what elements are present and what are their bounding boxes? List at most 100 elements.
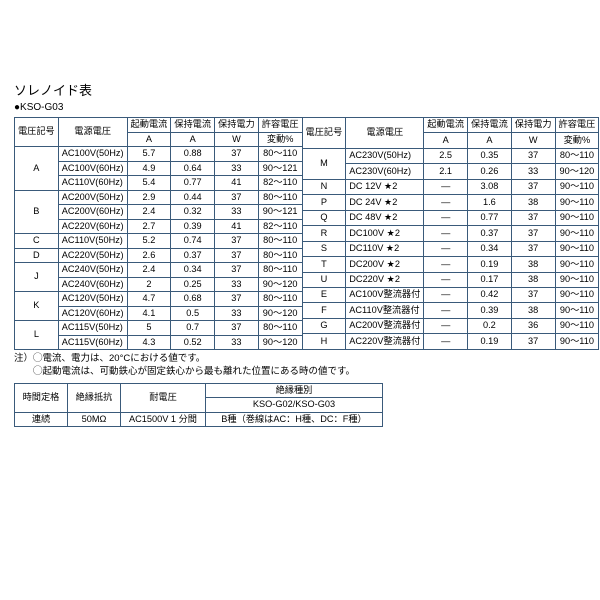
col-tolerance: 許容電圧 bbox=[258, 118, 302, 133]
voltage-code-cell: U bbox=[302, 272, 346, 287]
table-row: SDC110V ★2—0.343790～110 bbox=[302, 241, 599, 256]
hold-current-cell: 0.74 bbox=[171, 234, 215, 249]
supply-voltage-cell: AC120V(50Hz) bbox=[58, 292, 127, 307]
hold-current-cell: 0.42 bbox=[468, 287, 512, 302]
start-current-cell: — bbox=[424, 257, 468, 272]
tolerance-cell: 90～110 bbox=[555, 195, 599, 210]
voltage-code-cell: N bbox=[302, 179, 346, 194]
supply-voltage-cell: AC230V(60Hz) bbox=[346, 164, 424, 179]
hold-current-cell: 0.17 bbox=[468, 272, 512, 287]
table-row: GAC200V整流器付—0.23690～110 bbox=[302, 318, 599, 333]
start-current-cell: 5.7 bbox=[127, 147, 171, 162]
tolerance-cell: 80～110 bbox=[258, 321, 302, 336]
hold-current-cell: 3.08 bbox=[468, 179, 512, 194]
hold-power-cell: 38 bbox=[511, 257, 555, 272]
tolerance-cell: 90～121 bbox=[258, 205, 302, 220]
note-line-2: ◯起動電流は、可動鉄心が固定鉄心から最も離れた位置にある時の値です。 bbox=[14, 366, 586, 379]
supply-voltage-cell: AC100V(50Hz) bbox=[58, 147, 127, 162]
start-current-cell: — bbox=[424, 287, 468, 302]
hold-power-cell: 37 bbox=[215, 263, 259, 278]
unit-w: W bbox=[215, 132, 259, 147]
start-current-cell: 2.9 bbox=[127, 190, 171, 205]
hold-current-cell: 0.68 bbox=[171, 292, 215, 307]
tolerance-cell: 90～110 bbox=[555, 241, 599, 256]
tolerance-cell: 90～110 bbox=[555, 334, 599, 350]
col-voltage-code: 電圧記号 bbox=[15, 118, 59, 147]
col-hold-current: 保持電流 bbox=[171, 118, 215, 133]
start-current-cell: 2.1 bbox=[424, 164, 468, 179]
supply-voltage-cell: AC220V(50Hz) bbox=[58, 248, 127, 263]
table-row: HAC220V整流器付—0.193790～110 bbox=[302, 334, 599, 350]
voltage-code-cell: L bbox=[15, 321, 59, 350]
hold-power-cell: 37 bbox=[215, 321, 259, 336]
table-row: FAC110V整流器付—0.393890～110 bbox=[302, 303, 599, 318]
hold-current-cell: 0.32 bbox=[171, 205, 215, 220]
hold-current-cell: 0.44 bbox=[171, 190, 215, 205]
supply-voltage-cell: AC115V(50Hz) bbox=[58, 321, 127, 336]
table-row: EAC100V整流器付—0.423790～110 bbox=[302, 287, 599, 302]
hold-power-cell: 33 bbox=[215, 161, 259, 176]
t2-val-withstand: AC1500V 1 分間 bbox=[121, 412, 206, 427]
hold-current-cell: 0.7 bbox=[171, 321, 215, 336]
hold-current-cell: 0.52 bbox=[171, 335, 215, 350]
solenoid-table-right: 電圧記号 電源電圧 起動電流 保持電流 保持電力 許容電圧 A A W 変動% … bbox=[302, 117, 600, 350]
col-start-current: 起動電流 bbox=[127, 118, 171, 133]
voltage-code-cell: A bbox=[15, 147, 59, 191]
hold-power-cell: 37 bbox=[511, 210, 555, 225]
start-current-cell: 2 bbox=[127, 277, 171, 292]
t2-model: KSO-G02/KSO-G03 bbox=[206, 398, 383, 413]
table-row: MAC230V(50Hz)2.50.353780～110 bbox=[302, 148, 599, 163]
table-row: AC240V(60Hz)20.253390～120 bbox=[15, 277, 303, 292]
voltage-code-cell: C bbox=[15, 234, 59, 249]
voltage-code-cell: Q bbox=[302, 210, 346, 225]
supply-voltage-cell: AC120V(60Hz) bbox=[58, 306, 127, 321]
hold-current-cell: 0.88 bbox=[171, 147, 215, 162]
start-current-cell: 2.7 bbox=[127, 219, 171, 234]
table-row: PDC 24V ★2—1.63890～110 bbox=[302, 195, 599, 210]
start-current-cell: 2.6 bbox=[127, 248, 171, 263]
main-tables: 電圧記号 電源電圧 起動電流 保持電流 保持電力 許容電圧 A A W 変動% … bbox=[14, 117, 586, 350]
t2-val-class: B種（巻線はAC：H種、DC：F種） bbox=[206, 412, 383, 427]
tolerance-cell: 90～110 bbox=[555, 179, 599, 194]
tolerance-cell: 90～110 bbox=[555, 257, 599, 272]
voltage-code-cell: R bbox=[302, 226, 346, 241]
t2-insul-class: 絶縁種別 bbox=[206, 383, 383, 398]
voltage-code-cell: T bbox=[302, 257, 346, 272]
hold-power-cell: 33 bbox=[215, 335, 259, 350]
table-row: LAC115V(50Hz)50.73780～110 bbox=[15, 321, 303, 336]
table-row: KAC120V(50Hz)4.70.683780～110 bbox=[15, 292, 303, 307]
hold-power-cell: 37 bbox=[511, 148, 555, 163]
table-row: AC230V(60Hz)2.10.263390～120 bbox=[302, 164, 599, 179]
start-current-cell: 5.2 bbox=[127, 234, 171, 249]
supply-voltage-cell: AC100V(60Hz) bbox=[58, 161, 127, 176]
table-row: 連続 50MΩ AC1500V 1 分間 B種（巻線はAC：H種、DC：F種） bbox=[15, 412, 383, 427]
col-supply-voltage: 電源電圧 bbox=[58, 118, 127, 147]
table-row: AC120V(60Hz)4.10.53390～120 bbox=[15, 306, 303, 321]
table-row: AC110V(60Hz)5.40.774182～110 bbox=[15, 176, 303, 191]
voltage-code-cell: G bbox=[302, 318, 346, 333]
col-hold-power: 保持電力 bbox=[215, 118, 259, 133]
table-row: AC115V(60Hz)4.30.523390～120 bbox=[15, 335, 303, 350]
table-row: NDC 12V ★2—3.083790～110 bbox=[302, 179, 599, 194]
start-current-cell: 5 bbox=[127, 321, 171, 336]
table-row: QDC 48V ★2—0.773790～110 bbox=[302, 210, 599, 225]
hold-power-cell: 37 bbox=[511, 179, 555, 194]
table-row: UDC220V ★2—0.173890～110 bbox=[302, 272, 599, 287]
hold-power-cell: 37 bbox=[511, 334, 555, 350]
hold-current-cell: 0.34 bbox=[171, 263, 215, 278]
hold-current-cell: 0.35 bbox=[468, 148, 512, 163]
hold-power-cell: 37 bbox=[215, 234, 259, 249]
tolerance-cell: 90～110 bbox=[555, 318, 599, 333]
hold-power-cell: 38 bbox=[511, 303, 555, 318]
hold-power-cell: 37 bbox=[215, 248, 259, 263]
col-start-current: 起動電流 bbox=[424, 118, 468, 133]
page-subtitle: ●KSO-G03 bbox=[14, 102, 586, 113]
supply-voltage-cell: DC100V ★2 bbox=[346, 226, 424, 241]
supply-voltage-cell: AC115V(60Hz) bbox=[58, 335, 127, 350]
hold-current-cell: 0.64 bbox=[171, 161, 215, 176]
tolerance-cell: 82～110 bbox=[258, 176, 302, 191]
col-supply-voltage: 電源電圧 bbox=[346, 118, 424, 149]
hold-power-cell: 37 bbox=[511, 287, 555, 302]
table-row: TDC200V ★2—0.193890～110 bbox=[302, 257, 599, 272]
hold-power-cell: 33 bbox=[511, 164, 555, 179]
